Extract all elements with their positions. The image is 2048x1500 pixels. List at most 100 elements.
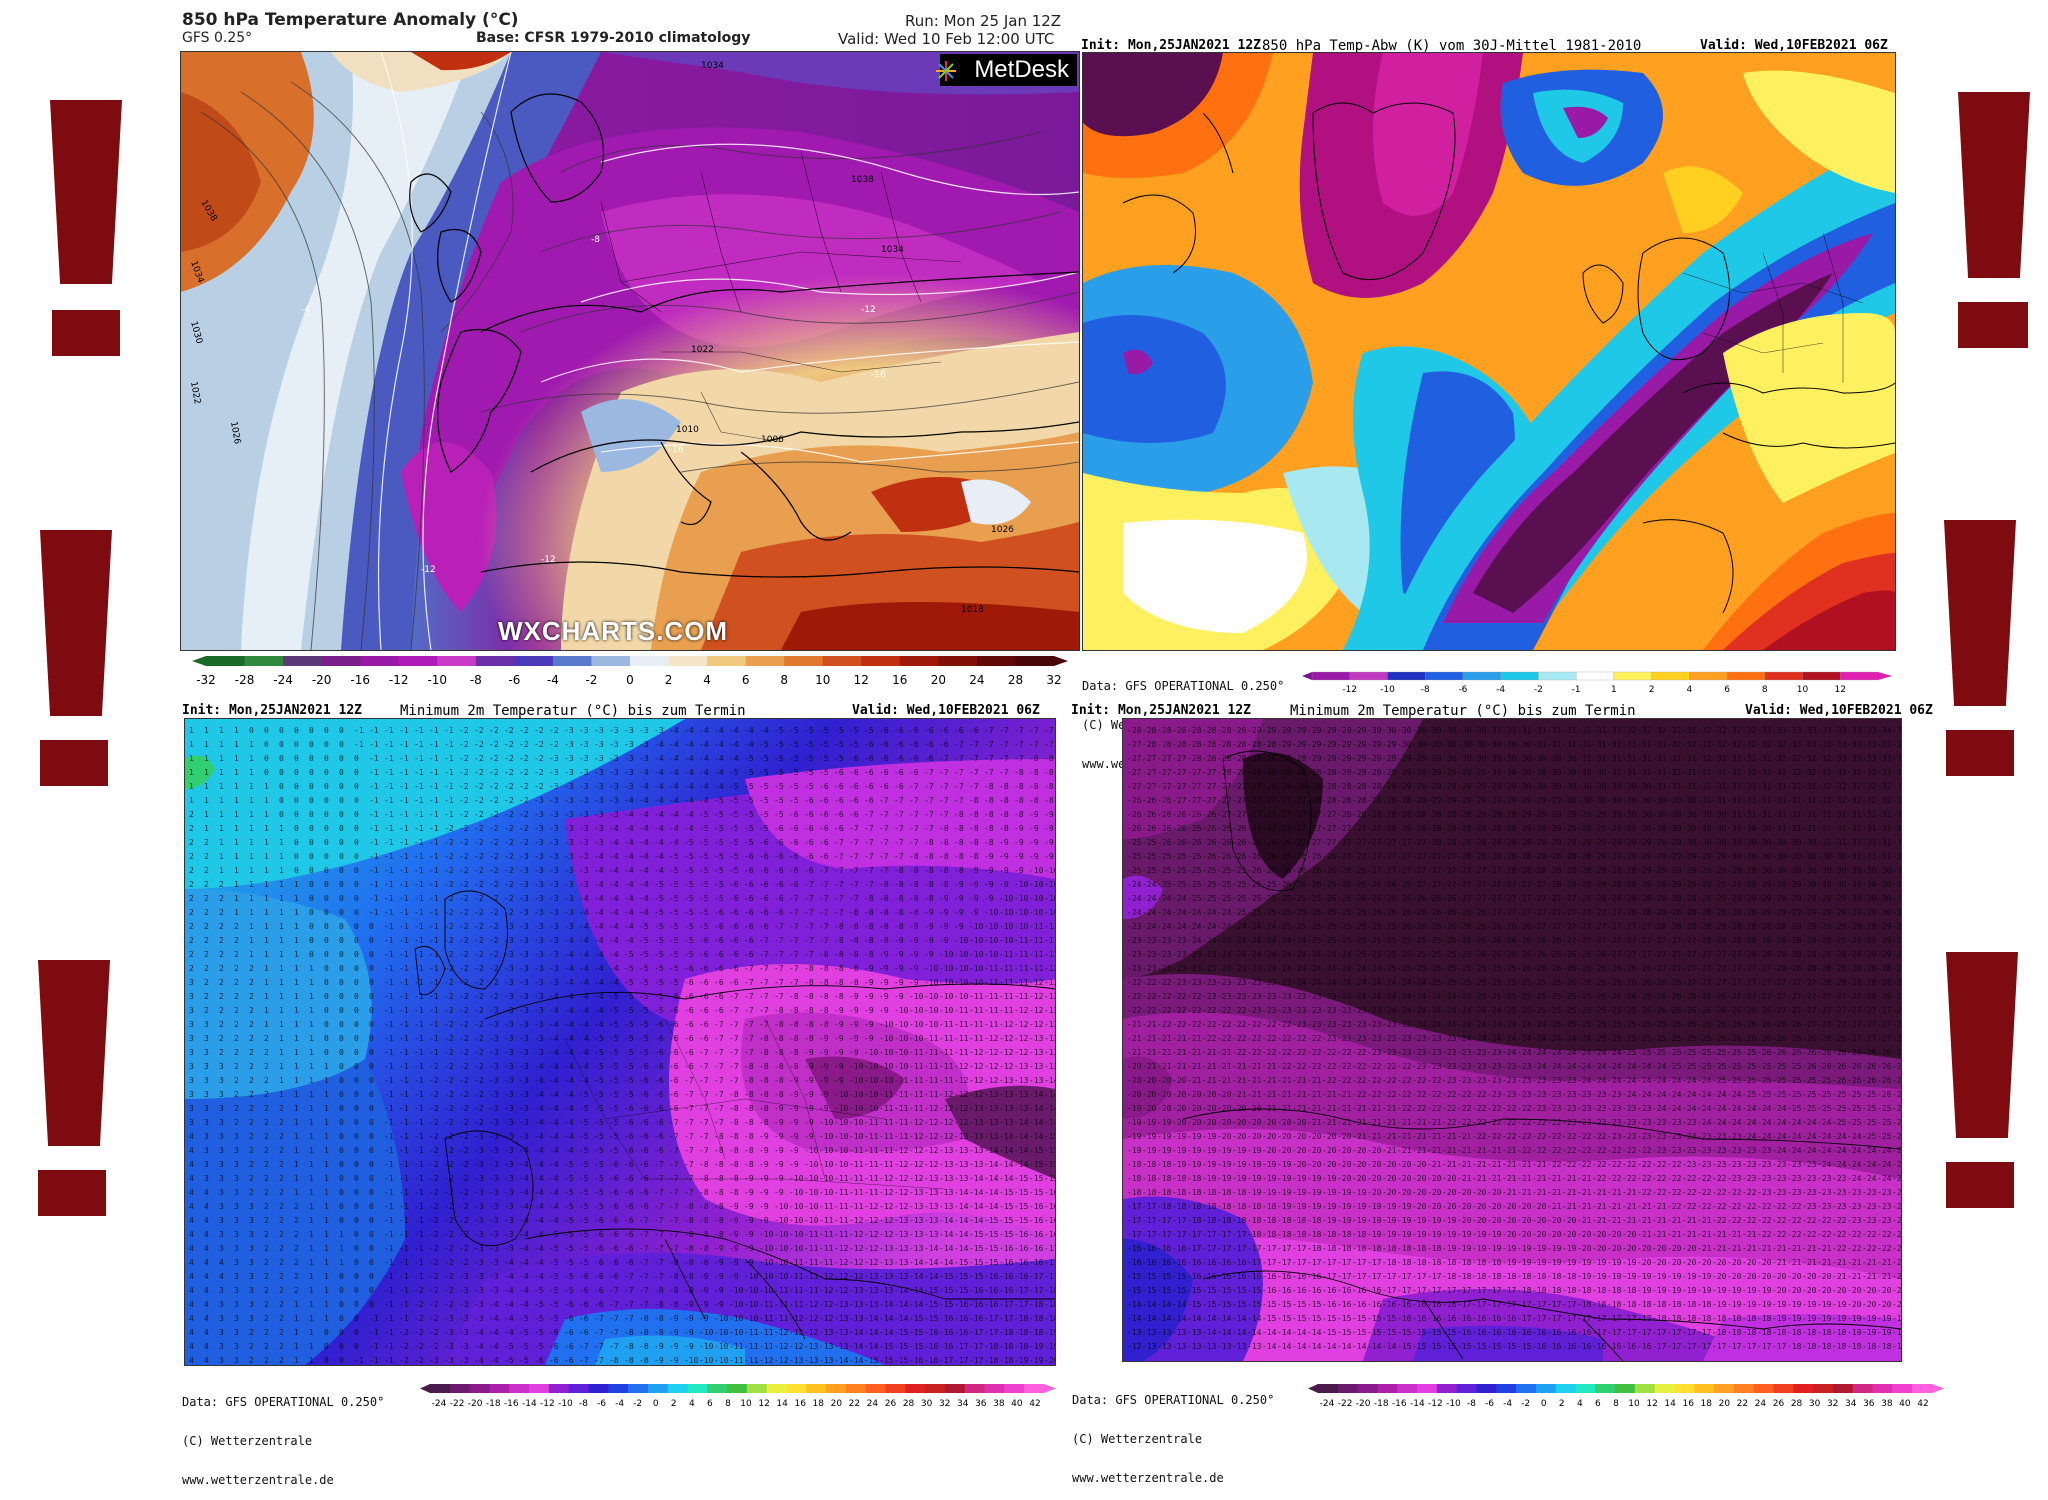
grid-value: -25 [1277, 908, 1292, 917]
grid-value: -24 [1577, 1062, 1592, 1071]
grid-value: 1 [324, 1062, 329, 1071]
grid-value: -7 [864, 824, 874, 833]
grid-value: -24 [1217, 950, 1232, 959]
grid-value: -7 [999, 754, 1009, 763]
grid-value: 0 [264, 754, 269, 763]
tr-header-right: Valid: Wed,10FEB2021 06Z [1700, 38, 1888, 53]
grid-value: 1 [279, 1034, 284, 1043]
legend-tick-label: 10 [740, 1399, 752, 1409]
grid-value: 2 [279, 1118, 284, 1127]
grid-value: -28 [1637, 894, 1652, 903]
grid-value: -24 [1547, 1034, 1562, 1043]
grid-value: -1 [384, 1216, 394, 1225]
grid-value: -2 [519, 740, 529, 749]
grid-value: 0 [369, 1258, 374, 1267]
grid-value: -18 [1397, 1244, 1412, 1253]
grid-value: -23 [1847, 1202, 1862, 1211]
grid-value: -23 [1547, 1090, 1562, 1099]
grid-value: -2 [459, 754, 469, 763]
grid-value: -1 [384, 782, 394, 791]
grid-value: -12 [834, 1244, 849, 1253]
grid-value: -5 [714, 866, 724, 875]
grid-value: -8 [729, 1104, 739, 1113]
grid-value: 4 [204, 1300, 209, 1309]
grid-value: -14 [939, 1230, 954, 1239]
grid-value: -26 [1382, 880, 1397, 889]
grid-value: -7 [1029, 740, 1039, 749]
grid-value: 0 [354, 1062, 359, 1071]
grid-value: -29 [1817, 908, 1832, 917]
grid-value: -10 [969, 922, 984, 931]
grid-value: -4 [564, 1062, 574, 1071]
grid-value: 1 [294, 950, 299, 959]
grid-value: -4 [699, 796, 709, 805]
grid-value: -24 [1307, 964, 1322, 973]
grid-value: -19 [1337, 1216, 1352, 1225]
grid-value: -31 [1652, 754, 1667, 763]
grid-value: -31 [1772, 796, 1787, 805]
grid-value: 0 [339, 978, 344, 987]
grid-value: -18 [1142, 1188, 1157, 1197]
grid-value: -24 [1382, 992, 1397, 1001]
grid-value: -21 [1547, 1202, 1562, 1211]
grid-value: -1 [399, 782, 409, 791]
grid-value: -22 [1277, 1034, 1292, 1043]
grid-value: -7 [894, 824, 904, 833]
grid-value: -6 [774, 824, 784, 833]
grid-value: -22 [1607, 1160, 1622, 1169]
grid-value: -27 [1877, 1020, 1892, 1029]
grid-value: 1 [309, 1202, 314, 1211]
grid-value: -25 [1202, 880, 1217, 889]
grid-value: -3 [489, 1188, 499, 1197]
grid-value: -26 [1802, 1062, 1817, 1071]
grid-value: -24 [1577, 1034, 1592, 1043]
grid-value: 1 [279, 824, 284, 833]
grid-value: -11 [744, 1356, 759, 1365]
grid-value: -11 [984, 964, 999, 973]
grid-value: -3 [474, 1286, 484, 1295]
grid-value: -2 [459, 1258, 469, 1267]
grid-value: -30 [1547, 768, 1562, 777]
grid-value: -31 [1877, 824, 1892, 833]
grid-value: -4 [639, 796, 649, 805]
grid-value: -28 [1487, 838, 1502, 847]
grid-value: 0 [309, 768, 314, 777]
grid-value: -7 [894, 810, 904, 819]
grid-value: -7 [819, 880, 829, 889]
grid-value: 1 [324, 1244, 329, 1253]
grid-value: -4 [684, 824, 694, 833]
grid-value: -22 [1397, 1062, 1412, 1071]
grid-value: 0 [339, 1272, 344, 1281]
grid-value: -16 [1232, 1272, 1247, 1281]
legend-swatch [1015, 656, 1055, 666]
grid-value: -7 [804, 950, 814, 959]
grid-value: -7 [834, 852, 844, 861]
grid-value: -28 [1787, 950, 1802, 959]
grid-value: -20 [1412, 1188, 1427, 1197]
grid-value: -11 [909, 1090, 924, 1099]
grid-value: -20 [1472, 1188, 1487, 1197]
grid-value: -26 [1502, 936, 1517, 945]
grid-value: -10 [864, 1062, 879, 1071]
grid-value: -3 [519, 1034, 529, 1043]
grid-value: -28 [1637, 908, 1652, 917]
grid-value: -27 [1892, 1034, 1901, 1043]
grid-value: -20 [1217, 1090, 1232, 1099]
grid-value: -1 [399, 726, 409, 735]
legend-swatch [899, 656, 939, 666]
grid-value: -5 [729, 852, 739, 861]
grid-value: -7 [819, 908, 829, 917]
grid-value: 1 [204, 810, 209, 819]
grid-value: 3 [189, 1104, 194, 1113]
grid-value: -4 [579, 1034, 589, 1043]
grid-value: -8 [639, 1314, 649, 1323]
grid-value: -23 [1742, 1174, 1757, 1183]
grid-value: 4 [189, 1244, 194, 1253]
grid-value: -10 [999, 894, 1014, 903]
grid-value: -14 [969, 1188, 984, 1197]
grid-value: 1 [204, 782, 209, 791]
grid-value: -4 [654, 824, 664, 833]
grid-value: -6 [699, 1034, 709, 1043]
grid-value: -8 [939, 852, 949, 861]
grid-value: 0 [369, 1104, 374, 1113]
